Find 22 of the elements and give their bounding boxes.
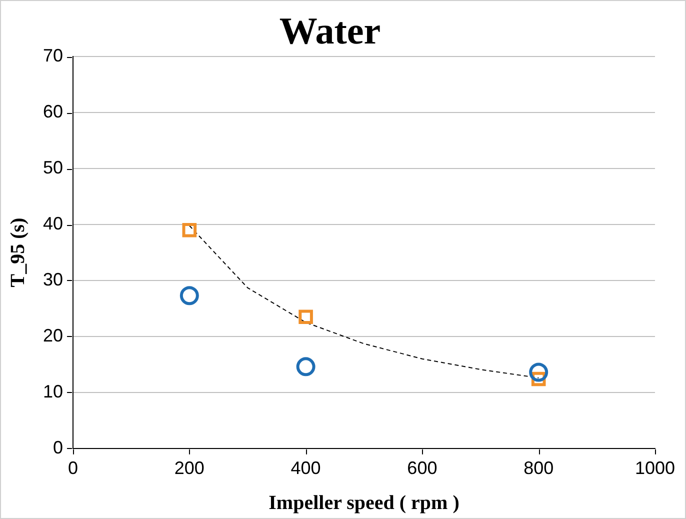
y-tick-label: 70 (42, 46, 64, 66)
x-tick-label: 200 (174, 458, 204, 478)
y-tick-label: 40 (42, 213, 64, 234)
y-tick-label: 0 (53, 437, 64, 458)
point (529, 362, 548, 382)
point (296, 357, 316, 376)
chart-title: Water (279, 10, 381, 53)
y-axis-title: T_95 (s) (7, 218, 30, 288)
point (180, 286, 199, 306)
y-tick-label: 30 (42, 269, 64, 290)
point (182, 222, 197, 238)
x-tick-label: 0 (68, 458, 78, 478)
y-tick-label: 50 (42, 158, 64, 178)
y-tick-label: 10 (42, 381, 64, 402)
x-axis-title: Impeller speed ( rpm ) (268, 492, 460, 514)
x-tick-label: 600 (407, 458, 438, 478)
x-tick-label: 400 (290, 458, 321, 478)
point (298, 310, 313, 324)
x-tick-label: 800 (524, 458, 554, 478)
x-tick-label: 1000 (634, 458, 675, 478)
y-tick-label: 20 (42, 325, 64, 346)
y-tick-label: 60 (42, 102, 64, 122)
